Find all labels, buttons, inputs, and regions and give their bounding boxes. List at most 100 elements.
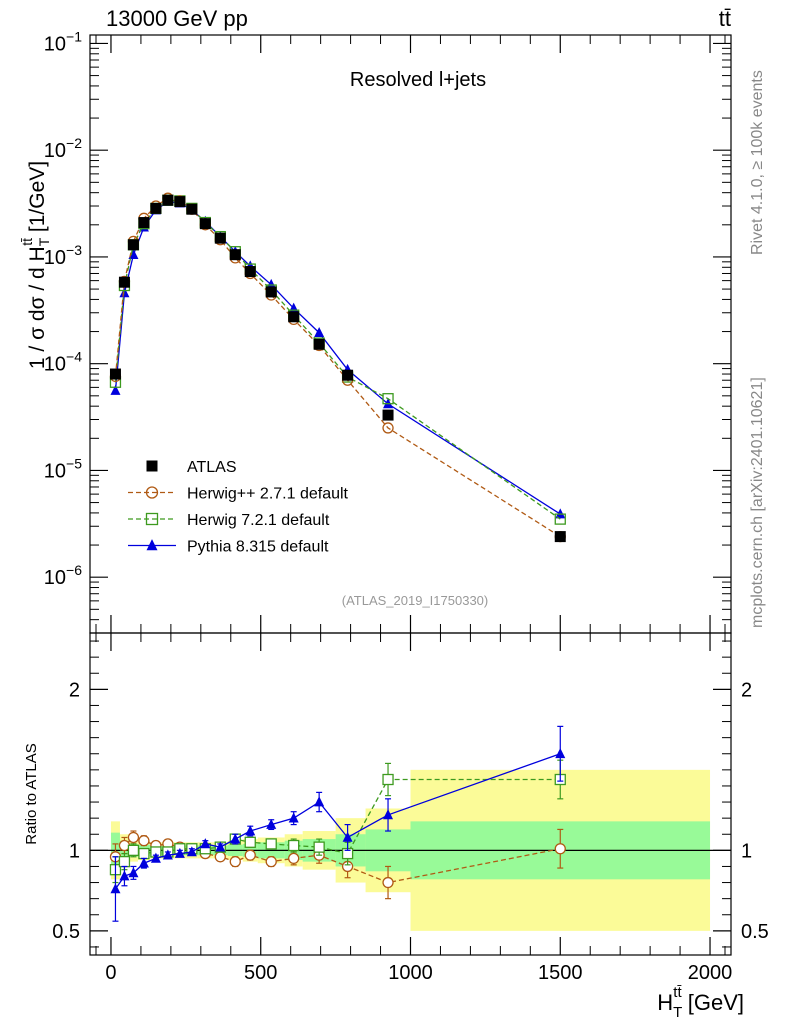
x-tick-label: 1000 bbox=[388, 962, 433, 984]
ratio-point-herwig7 bbox=[127, 844, 140, 856]
legend-item-herwig7: Herwig 7.2.1 default bbox=[128, 512, 330, 529]
x-tick-label: 0 bbox=[105, 962, 116, 984]
series-pythia bbox=[110, 195, 566, 519]
series-herwig7 bbox=[109, 194, 566, 525]
legend: ATLAS Herwig++ 2.7.1 default Herwig 7.2.1 … bbox=[128, 459, 349, 556]
data-point-herwigpp bbox=[382, 422, 394, 434]
main-y-tick-label: 10−2 bbox=[44, 135, 82, 162]
ratio-y-tick-label: 0.5 bbox=[52, 921, 80, 943]
main-y-axis-label: 1 / σ dσ / d HTtt̄ [1/GeV] bbox=[19, 161, 52, 369]
ratio-point-pythia bbox=[162, 849, 173, 860]
main-axis-ticks: 10−6 10−5 10−4 10−3 10−2 10−1 bbox=[44, 28, 731, 634]
ratio-point-herwigpp bbox=[265, 855, 277, 868]
ratio-point-pythia bbox=[150, 852, 161, 863]
ratio-point-herwig7 bbox=[244, 836, 256, 848]
ratio-point-herwig7 bbox=[288, 839, 300, 852]
ratio-point-pythia bbox=[266, 818, 277, 829]
ratio-point-pythia bbox=[215, 841, 226, 852]
ratio-point-herwigpp bbox=[127, 831, 140, 844]
data-point-atlas bbox=[150, 202, 162, 214]
data-point-atlas bbox=[138, 217, 150, 229]
svg-text:HTtt̄ [GeV]: HTtt̄ [GeV] bbox=[657, 984, 744, 1021]
data-point-pythia bbox=[128, 248, 139, 259]
svg-text:1 / σ dσ / d HTtt̄ [1/GeV]: 1 / σ dσ / d HTtt̄ [1/GeV] bbox=[19, 161, 52, 369]
data-point-atlas bbox=[109, 368, 121, 380]
data-point-atlas bbox=[162, 194, 174, 206]
main-data-layer bbox=[109, 192, 566, 543]
legend-item-pythia: Pythia 8.315 default bbox=[128, 539, 329, 556]
legend-label-herwigpp: Herwig++ 2.7.1 default bbox=[187, 486, 349, 503]
ratio-series-pythia bbox=[110, 725, 566, 922]
source-label: mcplots.cern.ch [arXiv:2401.10621] bbox=[749, 377, 766, 628]
ratio-y-axis-label: Ratio to ATLAS bbox=[23, 743, 40, 844]
data-point-atlas bbox=[174, 196, 186, 208]
main-y-tick-label: 10−1 bbox=[44, 28, 82, 55]
ratio-panel: 0.5 0.5 1 1 2 2 0 500 1000 1500 2000 Ratio to ATLA… bbox=[23, 632, 769, 1021]
ratio-point-pythia bbox=[314, 796, 325, 807]
data-point-herwig7 bbox=[382, 393, 394, 405]
data-point-atlas bbox=[554, 531, 566, 543]
ratio-point-pythia bbox=[119, 870, 130, 881]
legend-item-herwigpp: Herwig++ 2.7.1 default bbox=[128, 486, 349, 503]
ratio-y-tick-label-right: 1 bbox=[741, 840, 752, 862]
legend-marker-atlas bbox=[146, 460, 158, 472]
data-point-atlas bbox=[199, 218, 211, 230]
series-line-herwig7 bbox=[114, 199, 561, 520]
ratio-data-layer bbox=[109, 725, 566, 922]
ratio-point-herwigpp bbox=[554, 843, 566, 855]
data-point-atlas bbox=[265, 286, 277, 298]
x-tick-label: 1500 bbox=[538, 962, 583, 984]
legend-marker-herwig7 bbox=[145, 512, 159, 526]
ratio-point-herwigpp bbox=[288, 852, 300, 865]
legend-label-herwig7: Herwig 7.2.1 default bbox=[187, 512, 330, 529]
legend-item-atlas: ATLAS bbox=[146, 459, 237, 476]
ratio-point-pythia bbox=[342, 831, 353, 842]
data-point-pythia bbox=[555, 508, 566, 519]
series-line-herwigpp bbox=[114, 197, 561, 538]
data-point-pythia bbox=[110, 384, 121, 395]
data-point-atlas bbox=[313, 338, 325, 350]
ratio-point-herwig7 bbox=[138, 847, 150, 860]
x-axis-label: HTtt̄ [GeV] bbox=[657, 984, 744, 1021]
ratio-y-tick-label: 1 bbox=[69, 840, 80, 862]
ratio-point-herwig7 bbox=[382, 773, 394, 786]
ratio-point-herwigpp bbox=[229, 855, 241, 868]
data-point-atlas bbox=[186, 203, 198, 215]
data-point-atlas bbox=[244, 266, 256, 278]
data-point-atlas bbox=[214, 232, 226, 244]
main-y-tick-label: 10−5 bbox=[44, 455, 82, 482]
ratio-point-pythia bbox=[245, 825, 256, 836]
rivet-version-label: Rivet 4.1.0, ≥ 100k events bbox=[749, 70, 766, 255]
data-point-atlas bbox=[382, 409, 394, 421]
header-collision-label: 13000 GeV pp bbox=[106, 6, 248, 31]
legend-marker-pythia bbox=[146, 539, 158, 551]
x-tick-label: 500 bbox=[244, 962, 277, 984]
ratio-point-pythia bbox=[200, 838, 211, 849]
ratio-point-herwig7 bbox=[265, 838, 277, 850]
legend-label-pythia: Pythia 8.315 default bbox=[187, 539, 329, 556]
main-y-tick-label: 10−4 bbox=[44, 349, 82, 376]
main-y-tick-label: 10−3 bbox=[44, 242, 82, 269]
data-point-atlas bbox=[288, 311, 300, 323]
ratio-point-pythia bbox=[555, 748, 566, 759]
data-point-atlas bbox=[127, 239, 139, 251]
data-point-pythia bbox=[314, 326, 325, 338]
ratio-point-herwigpp bbox=[382, 876, 394, 889]
ratio-point-herwigpp bbox=[214, 851, 226, 863]
ratio-point-pythia bbox=[174, 847, 185, 858]
data-point-atlas bbox=[118, 276, 130, 288]
ratio-point-pythia bbox=[110, 883, 121, 894]
ratio-point-herwigpp bbox=[244, 849, 256, 861]
main-y-tick-label: 10−6 bbox=[44, 562, 82, 589]
series-line-pythia bbox=[114, 200, 561, 515]
ratio-point-pythia bbox=[186, 846, 197, 857]
main-panel: 10−6 10−5 10−4 10−3 10−2 10−1 Resolved l+jets… bbox=[19, 28, 732, 634]
series-atlas bbox=[109, 194, 566, 543]
ratio-y-tick-label-right: 2 bbox=[741, 679, 752, 701]
ratio-point-pythia bbox=[230, 833, 241, 844]
chart-title: Resolved l+jets bbox=[350, 69, 486, 91]
ratio-point-herwigpp bbox=[138, 835, 150, 847]
ratio-point-pythia bbox=[288, 812, 299, 823]
ratio-axis-ticks: 0.5 0.5 1 1 2 2 0 500 1000 1500 2000 bbox=[52, 633, 769, 984]
